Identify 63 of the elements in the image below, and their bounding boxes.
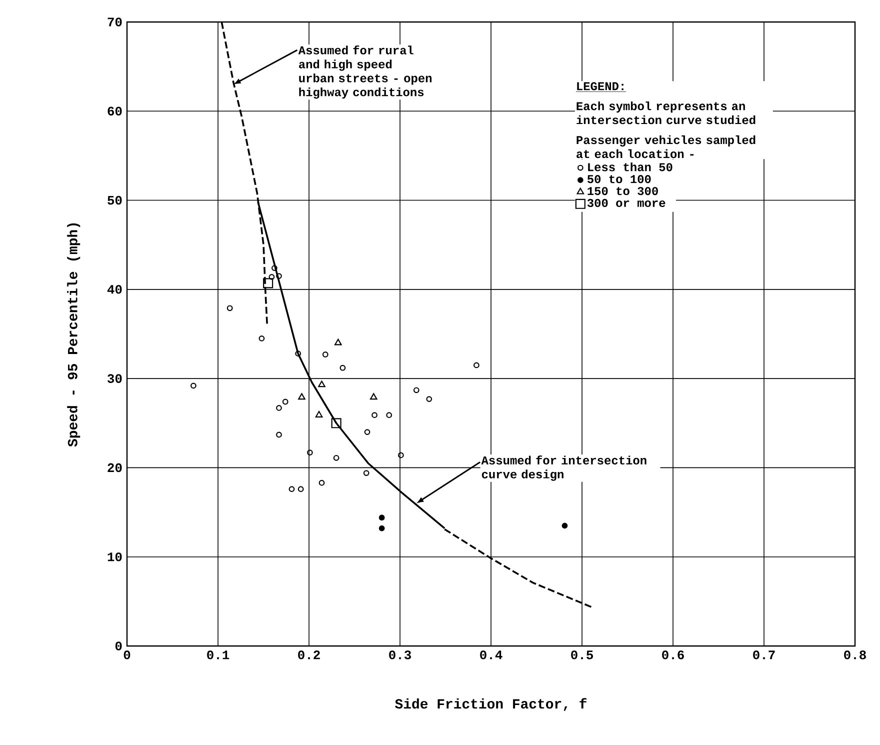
point [318,380,326,388]
annotation: Each symbol represents an intersection curve studied [576,101,756,124]
y-tick-label: 20 [108,463,122,472]
point [372,412,378,418]
point [334,338,342,346]
x-tick-label: 0 [124,650,130,660]
x-tick-label: 0.1 [207,650,230,660]
point [562,522,568,529]
point [340,364,346,371]
point [268,274,275,280]
point [322,352,328,358]
point [364,429,370,435]
point [258,336,265,342]
point [298,393,306,400]
point [398,452,404,458]
point [474,362,480,368]
y-tick-label: 50 [108,196,122,205]
point [226,305,233,312]
point [295,350,302,357]
x-tick-label: 0.7 [753,650,775,660]
annotation: Assumed for intersection curve design [481,456,646,481]
legend-label: 50 to 100 [587,175,651,184]
x-tick-label: 0.5 [571,650,593,660]
point [298,486,304,492]
legend-title: LEGEND: [577,82,624,90]
point [276,432,282,438]
point [190,382,196,389]
point [386,412,392,418]
point [318,480,325,486]
x-tick-label: 0.6 [662,650,684,660]
annotation: Assumed for rural and high speed urban streets - open highway conditions [298,45,432,99]
x-tick-label: 0.8 [844,650,866,660]
x-tick-label: 0.2 [298,650,320,660]
legend-label: 300 or more [587,198,666,208]
y-tick-label: 0 [115,642,122,650]
point [378,525,385,532]
y-tick-label: 60 [108,106,122,116]
point [282,398,288,405]
point [426,396,432,402]
y-tick-label: 40 [107,285,122,294]
point [263,278,274,288]
x-tick-label: 0.4 [480,650,502,660]
y-tick-label: 70 [108,18,122,26]
point [271,265,278,271]
annotation: Passenger vehicles sampled at each location - [576,135,756,158]
point [306,450,313,456]
x-tick-label: 0.3 [389,650,411,660]
y-tick-label: 30 [108,374,122,383]
legend-label: 150 to 300 [588,186,658,196]
y-axis-title: Speed - 95 Percentile (mph) [67,223,80,447]
point [363,470,370,476]
legend-label: Less than 50 [588,162,672,172]
point [331,418,342,428]
point [378,514,385,521]
point [315,410,323,418]
point [333,454,340,461]
point [276,273,282,279]
point [276,405,282,411]
point [288,486,295,492]
point [370,393,378,400]
y-tick-label: 10 [108,552,122,562]
point [413,387,420,394]
x-axis-title: Side Friction Factor, f [395,698,586,711]
